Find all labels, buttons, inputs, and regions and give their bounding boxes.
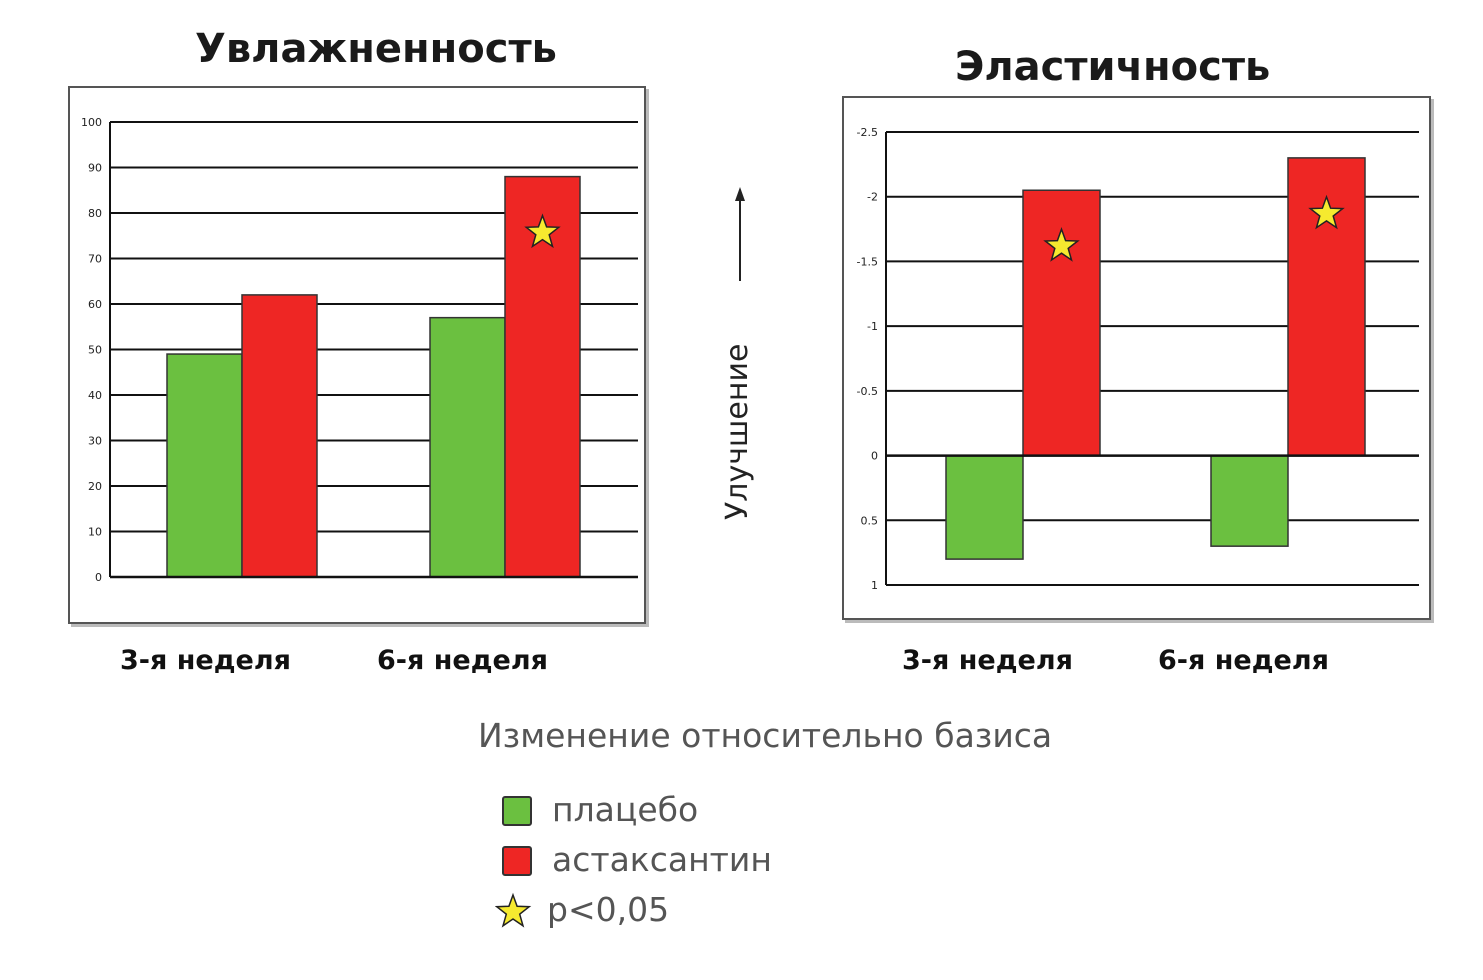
bar-placebo-2 <box>429 316 506 578</box>
y-tick-label: -0.5 <box>857 385 878 398</box>
y-tick-label: 20 <box>88 480 102 493</box>
chart-title-moisture: Увлажненность <box>195 26 557 72</box>
y-tick-label: 30 <box>88 435 102 448</box>
bar-placebo-2 <box>1210 454 1289 547</box>
legend-label-significance: p<0,05 <box>547 890 670 929</box>
y-tick-label: 90 <box>88 162 102 175</box>
legend-label-astaxanthin: астаксантин <box>552 840 772 879</box>
green-square-icon <box>502 796 532 826</box>
significance-star-icon <box>1043 226 1080 262</box>
y-tick-label: 80 <box>88 207 102 220</box>
y-tick-label: -1.5 <box>857 255 878 268</box>
red-square-icon <box>502 846 532 876</box>
chart-title-elasticity: Эластичность <box>955 44 1271 90</box>
bar-placebo-1 <box>166 353 243 578</box>
x-label-week3-moisture: 3-я неделя <box>120 645 291 676</box>
y-tick-label: 60 <box>88 298 102 311</box>
subtitle: Изменение относительно базиса <box>478 716 1053 755</box>
y-tick-label: -2.5 <box>857 126 878 139</box>
bar-astaxanthin-2 <box>504 175 581 578</box>
y-tick-label: 50 <box>88 344 102 357</box>
moisture-chart-frame: 0 10 20 30 40 50 60 70 80 90 100 <box>68 86 646 624</box>
bar-astaxanthin-1 <box>241 294 318 578</box>
legend-label-placebo: плацебо <box>552 790 699 829</box>
up-arrow-icon <box>735 187 745 281</box>
y-tick-label: 0.5 <box>861 514 879 527</box>
y-tick-label: -2 <box>867 191 878 204</box>
y-tick-label: 100 <box>81 116 102 129</box>
y-tick-label: 40 <box>88 389 102 402</box>
significance-star-icon <box>524 213 561 249</box>
star-icon <box>495 892 532 928</box>
elasticity-chart-frame: -2.5 -2 -1.5 -1 -0.5 0 0.5 1 <box>842 96 1431 620</box>
y-tick-label: 10 <box>88 526 102 539</box>
y-tick-label: 1 <box>871 579 878 592</box>
y-tick-label: -1 <box>867 320 878 333</box>
x-label-week6-elasticity: 6-я неделя <box>1158 645 1329 676</box>
significance-star-icon <box>1308 194 1345 230</box>
y-tick-label: 0 <box>871 450 878 463</box>
y-tick-label: 0 <box>95 571 102 584</box>
bar-placebo-1 <box>945 454 1024 560</box>
x-label-week6-moisture: 6-я неделя <box>377 645 548 676</box>
moisture-chart: 0 10 20 30 40 50 60 70 80 90 100 <box>81 116 638 584</box>
improvement-label: Улучшение <box>720 343 755 520</box>
y-tick-label: 70 <box>88 253 102 266</box>
elasticity-chart: -2.5 -2 -1.5 -1 -0.5 0 0.5 1 <box>857 126 1419 592</box>
x-label-week3-elasticity: 3-я неделя <box>902 645 1073 676</box>
